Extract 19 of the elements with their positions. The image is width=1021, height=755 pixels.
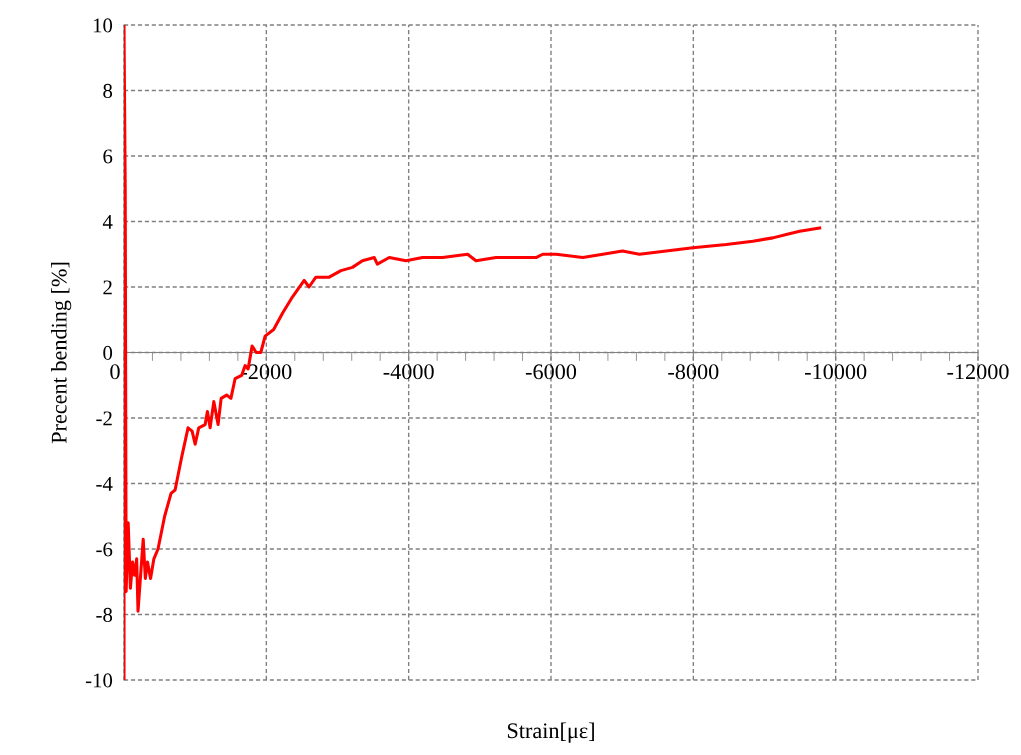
y-tick-label: -10: [85, 673, 113, 688]
x-tick-label: -8000: [668, 364, 719, 380]
y-tick-label: 6: [103, 149, 113, 164]
y-tick-label: 2: [103, 280, 112, 295]
y-tick-label: -8: [96, 607, 113, 622]
y-tick-label: -4: [96, 477, 113, 491]
y-tick-label: -2: [96, 411, 112, 426]
y-tick-label: 0: [103, 345, 113, 360]
y-tick-label: 4: [102, 215, 113, 229]
y-tick-label: 8: [103, 83, 113, 98]
y-tick-label: -6: [96, 542, 113, 557]
x-axis-title: Strain[με]: [507, 722, 594, 743]
y-tick-label: 10: [93, 18, 113, 33]
x-tick-label: -4000: [383, 364, 434, 380]
x-tick-label: -10000: [805, 364, 867, 380]
y-axis-title: Precent bending [%]: [51, 262, 72, 444]
x-tick-label: -6000: [525, 364, 577, 380]
x-tick-label: -2000: [241, 364, 292, 380]
x-tick-label: -12000: [947, 364, 1009, 380]
